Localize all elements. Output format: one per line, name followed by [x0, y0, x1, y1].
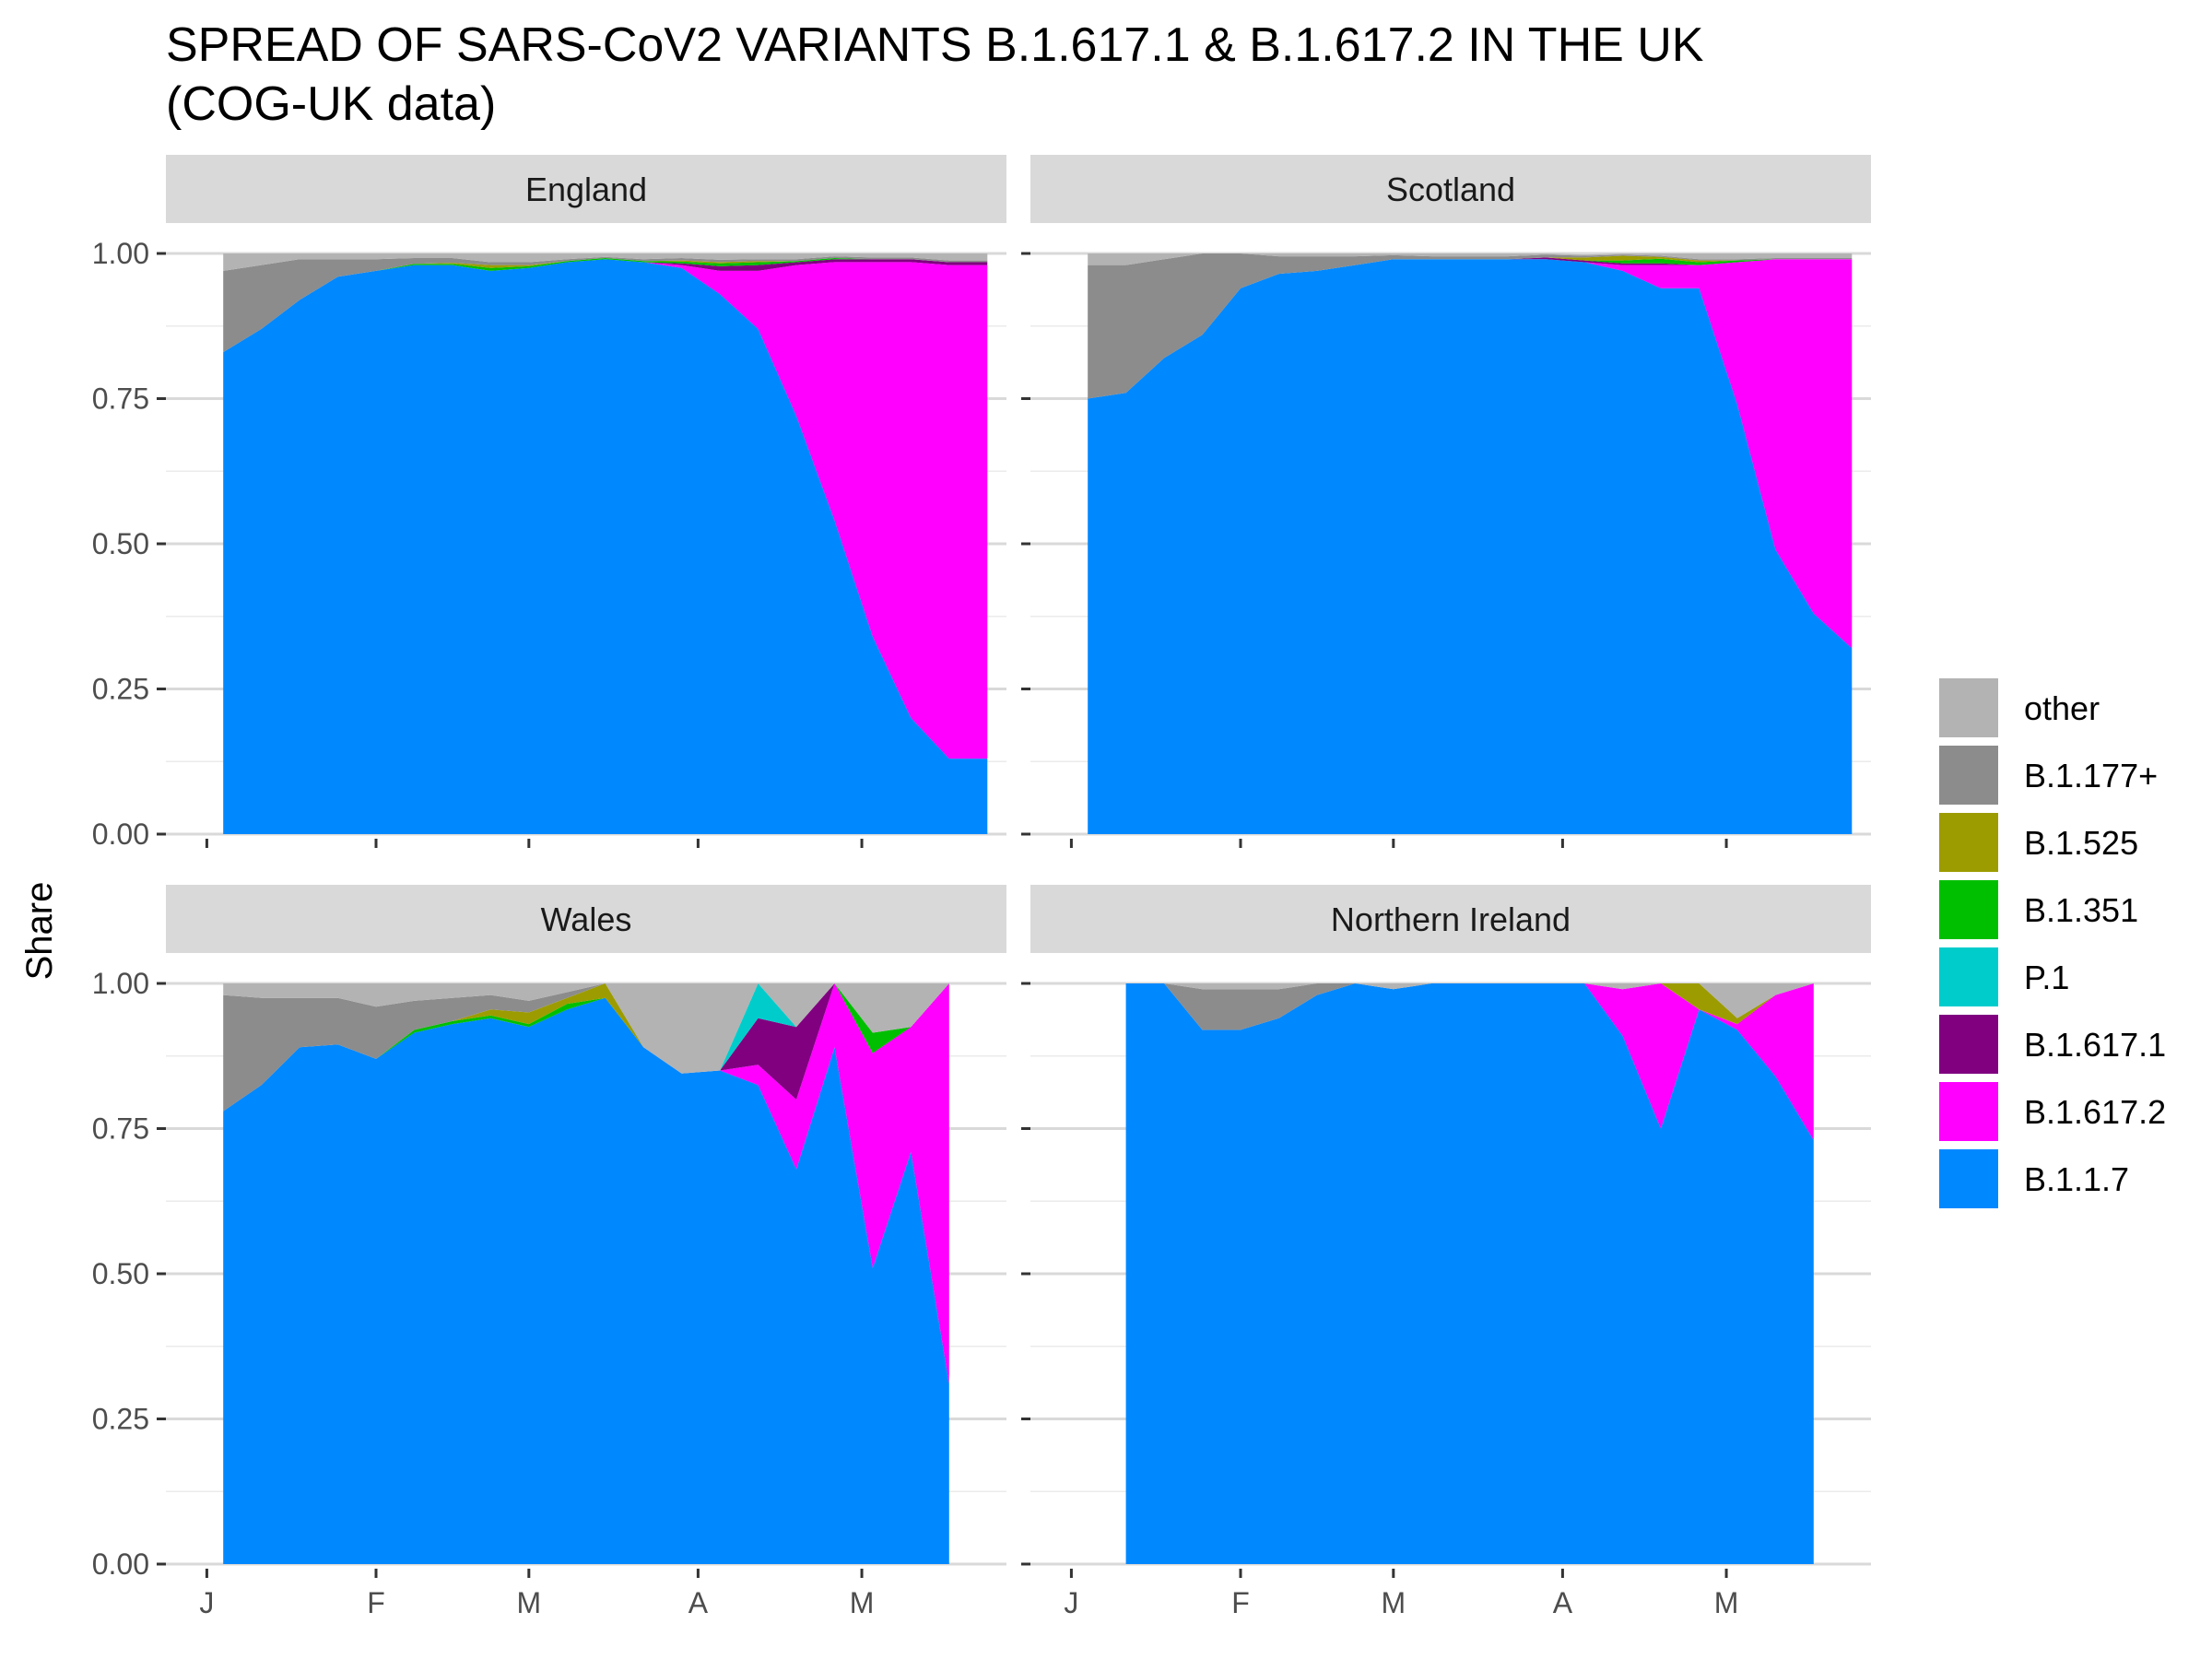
y-axis: 0.00 0.25 0.50 0.75 1.00 [92, 967, 166, 1581]
legend-item-b-1-177: B.1.177+ [1939, 746, 2158, 805]
legend: other B.1.177+ B.1.525 B.1.351 P.1 B.1.617.1 B… [1939, 678, 2166, 1208]
area-b-1-617-2 [1125, 983, 1814, 1141]
x-axis [1069, 839, 1728, 848]
legend-key [1939, 880, 1998, 939]
area-p-1 [223, 983, 949, 1112]
facet-strip-label: England [525, 171, 647, 208]
y-tick-label: 1.00 [92, 967, 149, 1000]
x-axis [205, 839, 864, 848]
legend-label: B.1.351 [2024, 891, 2138, 929]
area-b-1-177 [223, 256, 988, 353]
y-tick-label: 1.00 [92, 237, 149, 270]
legend-item-b-1-351: B.1.351 [1939, 880, 2138, 939]
area-other [1125, 983, 1814, 1018]
y-axis: 0.00 0.25 0.50 0.75 1.00 [92, 237, 166, 851]
legend-item-other: other [1939, 678, 2100, 737]
y-tick-label: 0.50 [92, 527, 149, 560]
x-tick-label: M [516, 1586, 541, 1619]
facet-strip [1030, 885, 1871, 953]
y-tick-label: 0.75 [92, 382, 149, 416]
facet-strip [1030, 155, 1871, 223]
legend-label: P.1 [2024, 959, 2069, 996]
x-tick-label: A [1553, 1586, 1573, 1619]
x-tick-label: M [1714, 1586, 1739, 1619]
area-b-1-617-2 [223, 259, 988, 759]
facet-strip-label: Scotland [1386, 171, 1515, 208]
legend-key [1939, 1015, 1998, 1074]
x-tick-label: M [1381, 1586, 1406, 1619]
facet-strip [166, 155, 1006, 223]
area-other [1088, 253, 1853, 265]
facet-strip-label: Northern Ireland [1331, 900, 1571, 938]
y-tick-label: 0.00 [92, 818, 149, 851]
area-b-1-1-7 [1088, 259, 1853, 834]
x-tick-label: M [850, 1586, 875, 1619]
area-b-1-617-2 [223, 983, 949, 1384]
legend-item-p-1: P.1 [1939, 947, 2069, 1006]
area-b-1-1-7 [223, 259, 988, 834]
y-tick-label: 0.25 [92, 673, 149, 706]
y-tick-label: 0.25 [92, 1403, 149, 1436]
legend-key [1939, 947, 1998, 1006]
legend-label: B.1.617.2 [2024, 1093, 2166, 1131]
legend-label: B.1.1.7 [2024, 1160, 2129, 1198]
panel-england: England 0.00 0.25 0.50 0.75 1.00 [92, 155, 1006, 851]
area-b-1-177 [1125, 983, 1814, 1030]
x-tick-label: J [199, 1586, 214, 1619]
facet-strip [166, 885, 1006, 953]
legend-label: B.1.617.1 [2024, 1026, 2166, 1064]
area-b-1-177 [223, 983, 949, 1112]
area-b-1-1-7 [1125, 983, 1814, 1564]
area-b-1-1-7 [223, 997, 949, 1564]
legend-key [1939, 1082, 1998, 1141]
y-axis-title: Share [19, 882, 60, 981]
legend-key [1939, 678, 1998, 737]
legend-label: B.1.525 [2024, 824, 2138, 862]
legend-item-b-1-525: B.1.525 [1939, 813, 2138, 872]
x-tick-label: J [1064, 1586, 1078, 1619]
area-stack [223, 253, 988, 834]
y-axis [1021, 252, 1030, 836]
area-b-1-617-1 [223, 983, 949, 1112]
area-stack [1125, 983, 1814, 1564]
area-stack [1088, 253, 1853, 834]
legend-item-b-1-617-2: B.1.617.2 [1939, 1082, 2166, 1141]
area-stack [223, 983, 949, 1564]
x-tick-label: F [367, 1586, 385, 1619]
area-b-1-177 [1088, 253, 1853, 399]
y-tick-label: 0.75 [92, 1112, 149, 1146]
x-tick-label: F [1231, 1586, 1250, 1619]
chart-title: SPREAD OF SARS-CoV2 VARIANTS B.1.617.1 &… [166, 18, 1704, 72]
panel-northern-ireland: Northern Ireland J F M A M [1021, 885, 1871, 1619]
legend-label: other [2024, 689, 2100, 727]
area-other [223, 983, 949, 1074]
area-b-1-617-2 [1088, 259, 1853, 649]
y-tick-label: 0.00 [92, 1547, 149, 1581]
area-other [223, 253, 988, 271]
x-tick-label: A [688, 1586, 709, 1619]
y-tick-label: 0.50 [92, 1257, 149, 1290]
legend-key [1939, 813, 1998, 872]
legend-label: B.1.177+ [2024, 757, 2158, 794]
panels-group: England 0.00 0.25 0.50 0.75 1.00 Scotland Wales… [92, 155, 1871, 1619]
legend-item-b-1-1-7: B.1.1.7 [1939, 1149, 2129, 1208]
y-axis [1021, 982, 1030, 1566]
legend-key [1939, 1149, 1998, 1208]
legend-item-b-1-617-1: B.1.617.1 [1939, 1015, 2166, 1074]
facet-strip-label: Wales [541, 900, 632, 938]
chart-subtitle: (COG-UK data) [166, 77, 496, 131]
panel-wales: Wales 0.00 0.25 0.50 0.75 1.00 J F M A M [92, 885, 1006, 1619]
panel-scotland: Scotland [1021, 155, 1871, 848]
legend-key [1939, 746, 1998, 805]
